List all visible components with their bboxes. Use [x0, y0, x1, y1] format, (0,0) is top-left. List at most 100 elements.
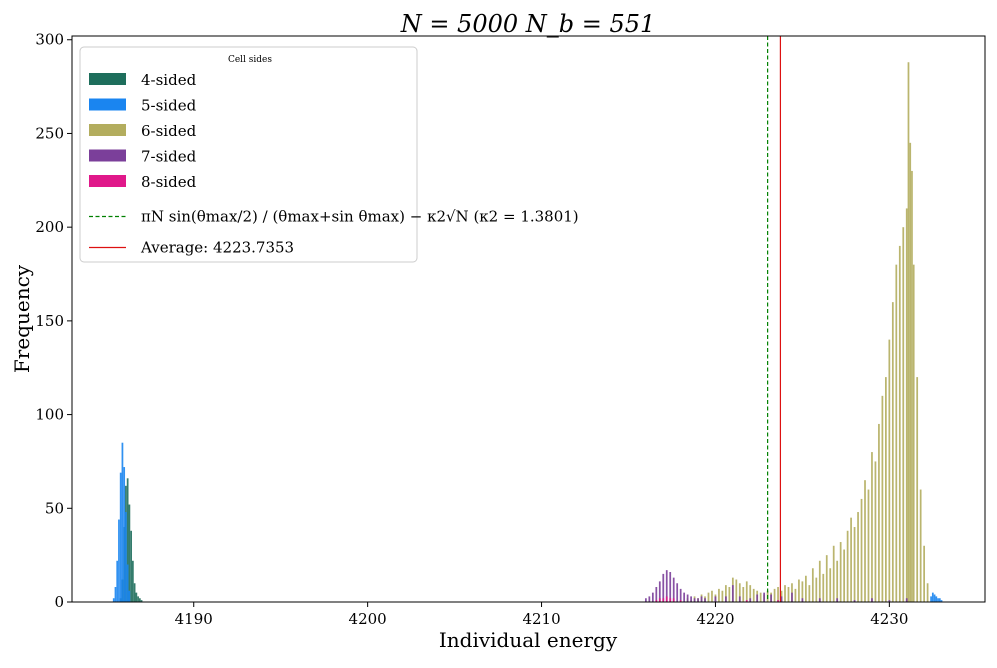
bar — [690, 596, 692, 602]
legend-title: Cell sides — [228, 55, 272, 65]
x-axis-label: Individual energy — [439, 628, 618, 652]
bar — [119, 472, 122, 602]
legend-label: Average: 4223.7353 — [140, 239, 294, 257]
y-tick-label: 0 — [54, 593, 64, 611]
bar — [662, 573, 665, 602]
bar — [700, 596, 703, 602]
x-tick-label: 4190 — [175, 610, 213, 628]
bar — [679, 600, 682, 602]
bar — [871, 452, 873, 602]
bar — [895, 264, 898, 602]
bar — [126, 564, 129, 602]
bar — [112, 598, 115, 602]
bar — [902, 227, 905, 603]
plot-area-frame — [71, 35, 986, 603]
bar — [665, 596, 668, 602]
series-8-sided — [655, 596, 779, 602]
bar — [857, 512, 859, 602]
bar — [805, 575, 807, 602]
y-axis-label: Frequency — [10, 264, 34, 373]
bar — [825, 555, 828, 602]
bar — [815, 577, 818, 602]
bar — [937, 598, 939, 602]
bar — [911, 170, 913, 602]
bar — [728, 587, 731, 602]
bar — [846, 530, 849, 602]
y-tick-label: 50 — [45, 499, 64, 517]
bar — [909, 142, 912, 602]
bar — [749, 598, 752, 602]
bar — [881, 395, 884, 602]
bar — [128, 504, 131, 602]
y-tick-label: 200 — [35, 218, 64, 236]
bar — [923, 545, 925, 602]
series-7-sided — [645, 570, 908, 602]
bar — [752, 588, 755, 602]
bar — [912, 264, 915, 602]
legend-label: 8-sided — [141, 173, 197, 191]
bar — [811, 568, 814, 602]
bar — [651, 592, 654, 602]
bar — [763, 592, 766, 602]
bar — [140, 600, 143, 602]
bar — [135, 592, 138, 602]
bar — [787, 587, 790, 602]
bar — [853, 600, 856, 602]
bar — [907, 62, 910, 603]
bar — [669, 598, 672, 602]
x-axis-ticks: 4190 4200 4210 4220 4230 — [175, 602, 908, 628]
bar — [935, 596, 938, 602]
bar — [818, 560, 821, 602]
bar — [138, 598, 141, 602]
bar — [676, 583, 679, 602]
bar — [738, 596, 741, 602]
bar — [916, 377, 919, 602]
bar — [808, 585, 811, 602]
bar — [683, 592, 686, 602]
bar — [798, 579, 800, 602]
bar — [714, 596, 717, 602]
bar — [791, 592, 793, 602]
bar — [121, 442, 124, 602]
legend-entries: 4-sided 5-sided 6-sided 7-sided 8-sided πN si… — [89, 71, 579, 257]
bar — [114, 587, 117, 602]
bar — [773, 588, 776, 602]
legend-swatch — [89, 73, 126, 85]
legend-swatch — [89, 175, 126, 187]
y-tick-label: 150 — [35, 312, 64, 330]
y-tick-label: 300 — [35, 31, 64, 49]
legend-label: 6-sided — [141, 122, 197, 140]
bar — [745, 600, 748, 602]
bar — [822, 573, 825, 602]
bar — [836, 560, 839, 602]
bar — [832, 545, 835, 602]
bar — [655, 600, 658, 602]
bar — [725, 585, 727, 602]
bar — [818, 598, 821, 602]
legend: Cell sides 4-sided 5-sided 6-sided 7-sided 8… — [79, 46, 579, 263]
bar — [697, 598, 699, 602]
bar — [850, 517, 852, 602]
legend-label: 4-sided — [141, 71, 197, 89]
bar — [707, 592, 710, 602]
bar — [749, 585, 752, 602]
legend-swatch — [89, 124, 126, 136]
bar — [878, 423, 880, 602]
bar — [843, 549, 846, 602]
bar — [655, 587, 658, 602]
bar — [853, 527, 856, 602]
bar — [116, 560, 119, 602]
bar — [137, 596, 139, 602]
bar — [888, 339, 891, 602]
bar — [745, 581, 748, 602]
bar — [725, 596, 727, 602]
bar — [931, 592, 934, 602]
legend-label: πN sin(θmax/2) / (θmax+sin θmax) − κ2√N … — [141, 208, 579, 226]
bar — [777, 587, 779, 602]
bar — [864, 480, 866, 602]
bar — [672, 577, 675, 602]
bar — [867, 489, 870, 602]
bar — [132, 560, 134, 602]
bar — [919, 489, 922, 602]
